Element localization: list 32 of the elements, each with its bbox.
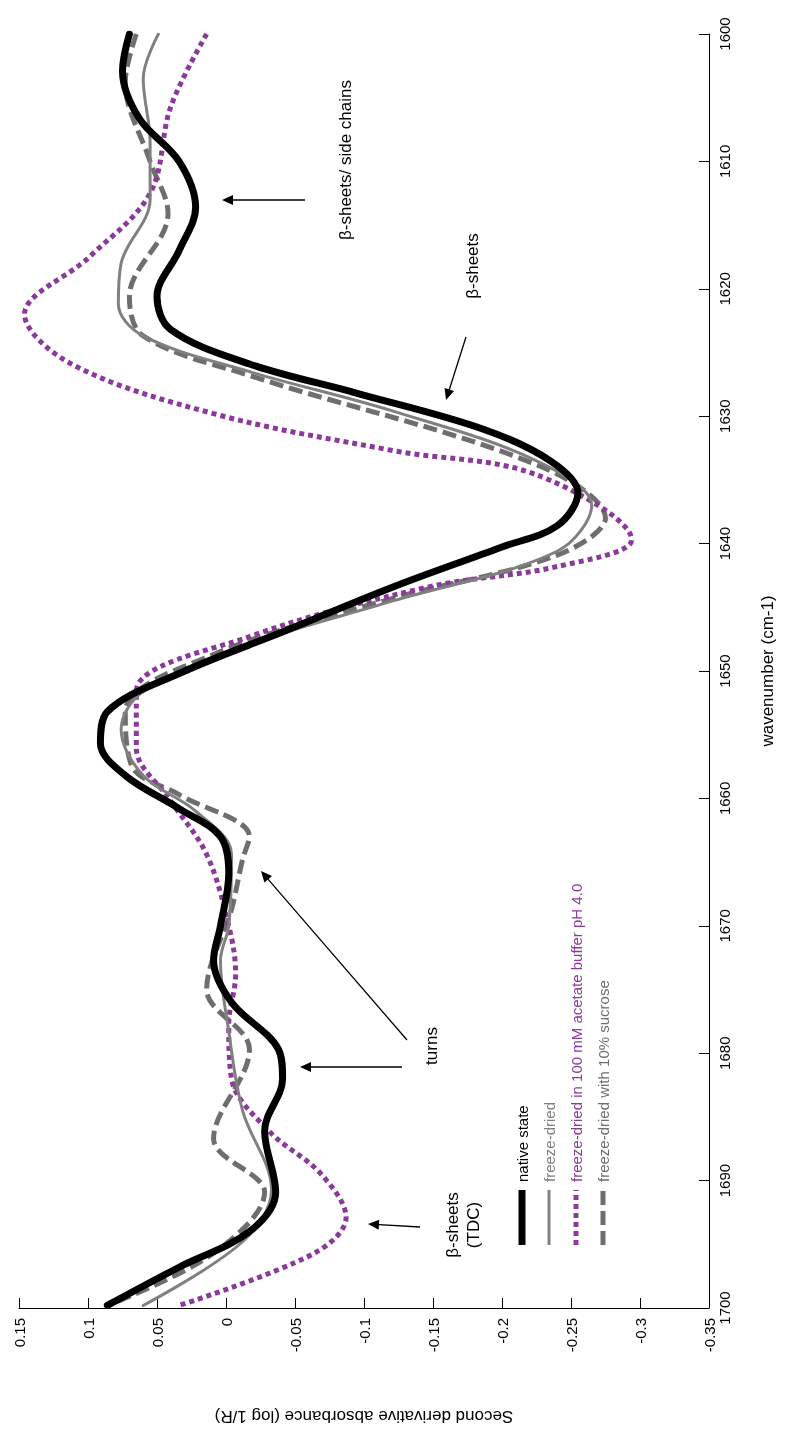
y-axis-title: wavenumber (cm-1): [758, 595, 777, 748]
x-tick-label: 0.05: [148, 1318, 166, 1348]
text: freeze-dried with 10% sucrose: [594, 980, 612, 1182]
x-tick-label: -0.2: [493, 1318, 511, 1344]
y-tick-label: 1670: [716, 909, 733, 943]
annotation: β-sheets/ side chains: [335, 79, 355, 241]
x-axis-title: Second derivative absorbance (log 1/R): [214, 1407, 514, 1426]
y-tick-label: 1660: [716, 781, 733, 816]
annotation: turns: [421, 1027, 441, 1065]
annotation: β-sheets: [462, 233, 482, 299]
annotation: β-sheets (TDC): [443, 1192, 483, 1258]
y-tick-label: 1690: [716, 1163, 733, 1198]
x-tick-label: 0.15: [10, 1318, 28, 1348]
y-tick-label: 1680: [716, 1036, 733, 1070]
y-tick-label: 1620: [716, 272, 733, 306]
x-tick-label: 0: [217, 1318, 235, 1327]
y-tick-label: 1610: [716, 144, 733, 179]
y-tick-label: 1600: [716, 17, 733, 51]
text: freeze-dried: [540, 1101, 558, 1182]
x-tick-label: -0.15: [424, 1318, 442, 1353]
y-tick-label: 1650: [716, 654, 733, 688]
x-tick-label: -0.25: [562, 1318, 580, 1353]
text: freeze-dried in 100 mM acetate buffer pH 4.0: [567, 883, 585, 1182]
x-tick-label: -0.3: [631, 1318, 649, 1344]
y-tick-label: 1640: [716, 526, 733, 561]
x-tick-label: -0.05: [286, 1318, 304, 1353]
y-tick-label: 1630: [716, 399, 733, 433]
y-tick-label: 1700: [716, 1291, 733, 1325]
x-tick-label: 0.1: [79, 1318, 97, 1339]
x-tick-label: -0.1: [355, 1318, 373, 1344]
text: native state: [513, 1105, 531, 1182]
x-tick-label: -0.35: [700, 1318, 718, 1353]
